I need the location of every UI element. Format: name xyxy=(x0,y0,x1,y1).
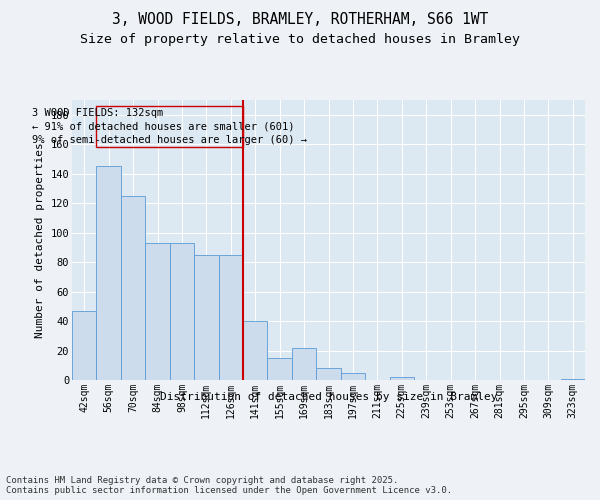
Bar xyxy=(389,377,414,380)
Bar xyxy=(72,310,97,380)
Y-axis label: Number of detached properties: Number of detached properties xyxy=(35,142,45,338)
Text: 3, WOOD FIELDS, BRAMLEY, ROTHERHAM, S66 1WT: 3, WOOD FIELDS, BRAMLEY, ROTHERHAM, S66 … xyxy=(112,12,488,28)
Bar xyxy=(218,254,243,380)
Bar xyxy=(194,254,218,380)
Bar xyxy=(97,166,121,380)
Text: Size of property relative to detached houses in Bramley: Size of property relative to detached ho… xyxy=(80,32,520,46)
Bar xyxy=(97,106,243,147)
Bar xyxy=(170,243,194,380)
Text: 3 WOOD FIELDS: 132sqm
← 91% of detached houses are smaller (601)
9% of semi-deta: 3 WOOD FIELDS: 132sqm ← 91% of detached … xyxy=(32,108,307,144)
Bar xyxy=(145,243,170,380)
Text: Distribution of detached houses by size in Bramley: Distribution of detached houses by size … xyxy=(160,392,497,402)
Bar xyxy=(243,321,268,380)
Bar xyxy=(560,378,585,380)
Bar xyxy=(341,372,365,380)
Bar xyxy=(268,358,292,380)
Text: Contains HM Land Registry data © Crown copyright and database right 2025.
Contai: Contains HM Land Registry data © Crown c… xyxy=(6,476,452,495)
Bar xyxy=(316,368,341,380)
Bar xyxy=(121,196,145,380)
Bar xyxy=(292,348,316,380)
